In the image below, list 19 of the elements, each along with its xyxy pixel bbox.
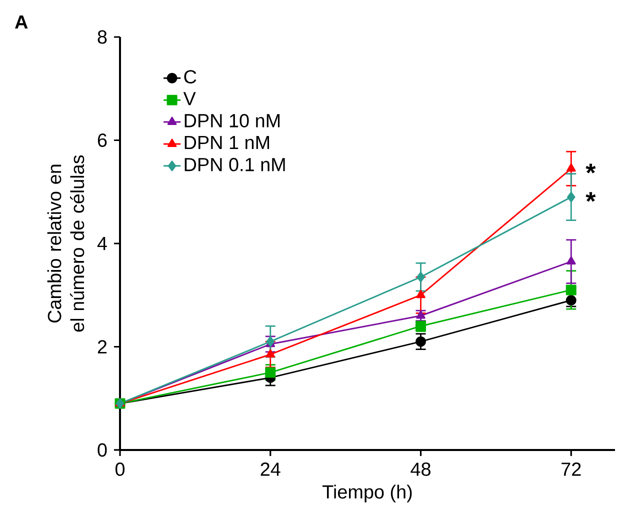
text: A [14, 16, 28, 29]
x-tick-label: 72 [562, 462, 581, 476]
legend-label: C [184, 70, 196, 84]
x-tick-label: 48 [410, 462, 430, 476]
legend-label: V [183, 92, 196, 106]
y-tick-label: 4 [97, 236, 107, 250]
y-tick-label: 6 [98, 134, 107, 147]
x-axis-title: Tiempo (h) [322, 484, 412, 502]
legend-label: DPN 0.1 nM [184, 158, 285, 172]
y-tick-label: 8 [98, 30, 107, 44]
y-tick-label: 0 [98, 443, 107, 457]
x-tick-label: 0 [115, 462, 125, 476]
y-axis-title: Cambio relativo en el número de células [47, 155, 84, 332]
x-tick-label: 24 [260, 462, 280, 476]
annotation: * [586, 192, 596, 202]
legend-label: DPN 10 nM [184, 114, 280, 128]
annotation: * [586, 164, 596, 174]
legend-label: DPN 1 nM [184, 136, 270, 150]
y-tick-label: 2 [98, 340, 107, 354]
